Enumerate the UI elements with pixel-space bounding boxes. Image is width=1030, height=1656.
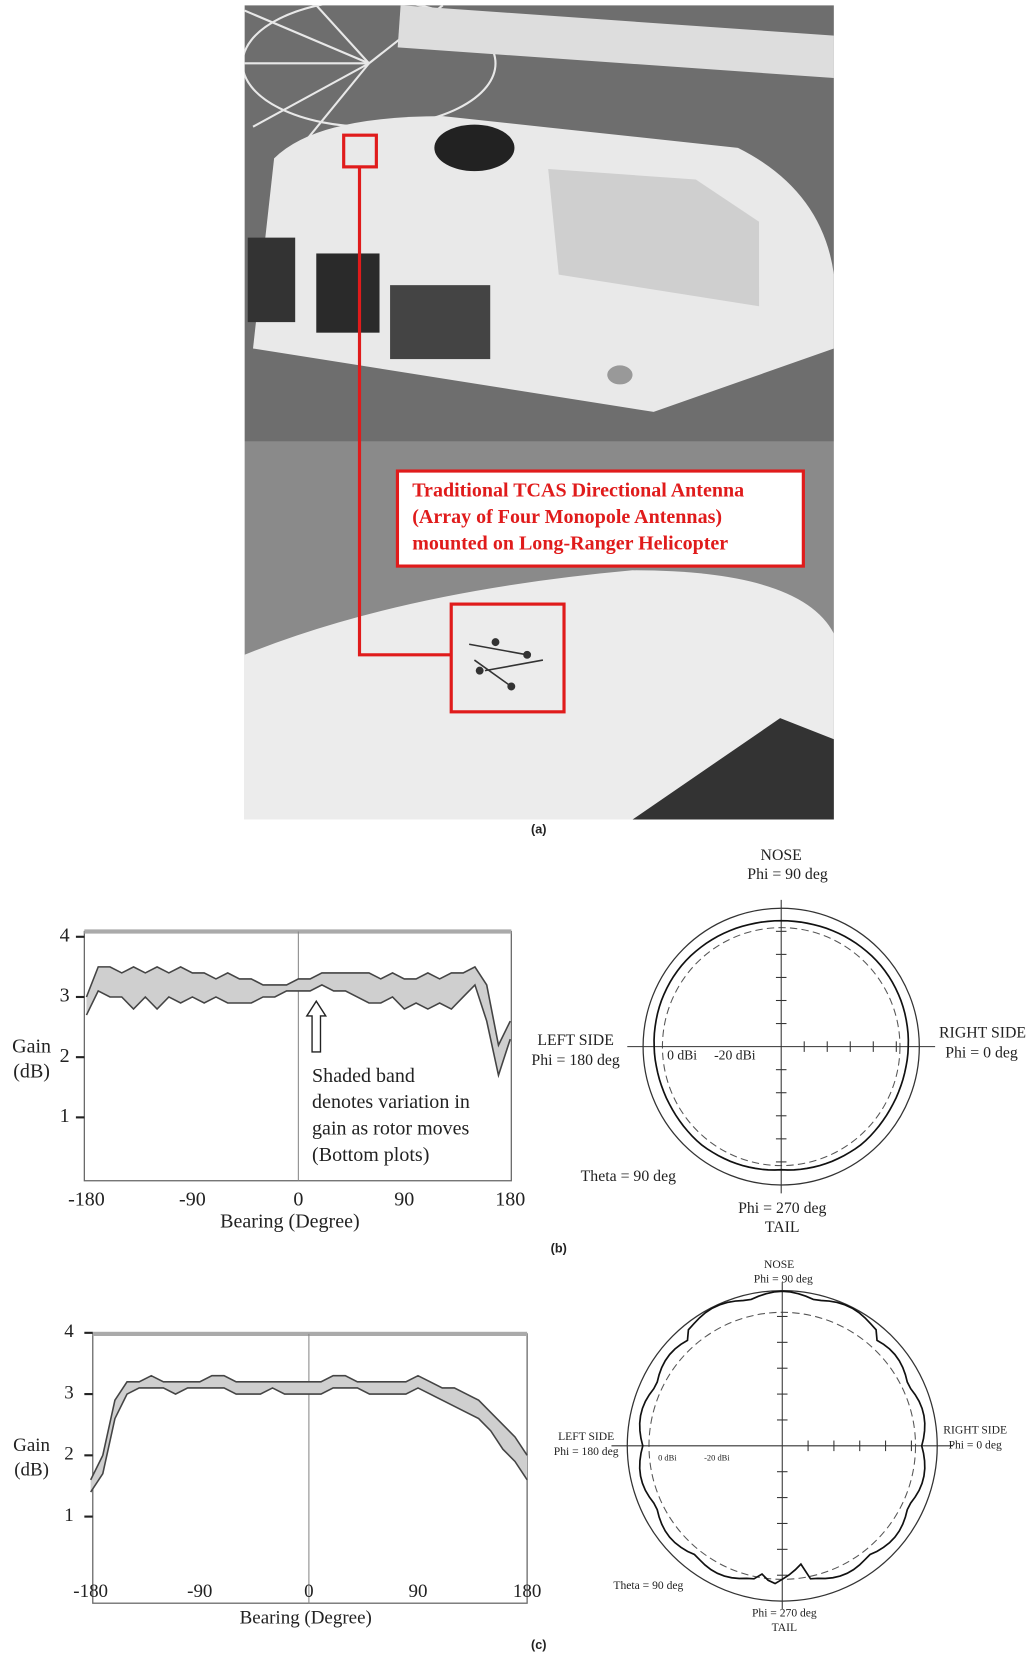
gain-band-fill — [90, 1375, 528, 1493]
caption: (b) — [551, 1242, 567, 1256]
x-tick-label: 0 — [304, 1581, 313, 1602]
polar-label: -20 dBi — [714, 1047, 756, 1062]
y-tick-label: 2 — [64, 1444, 73, 1465]
callout — [342, 133, 805, 714]
polar-label: Phi = 180 deg — [554, 1445, 619, 1458]
x-tick-label: 0 — [293, 1188, 303, 1210]
x-tick-label: 90 — [409, 1581, 428, 1602]
polar-pattern — [653, 919, 910, 1171]
y-tick-label: 4 — [60, 924, 70, 946]
y-axis-label: Gain — [12, 1035, 51, 1057]
x-tick-label: -180 — [68, 1188, 105, 1210]
polar-label: 0 dBi — [658, 1452, 677, 1462]
polar-label: Theta = 90 deg — [613, 1579, 683, 1592]
callout-text: mounted on Long-Ranger Helicopter — [412, 533, 728, 555]
polar-label: Theta = 90 deg — [581, 1168, 676, 1185]
helicopter-photo — [244, 5, 834, 820]
y-tick-label: 2 — [60, 1045, 70, 1067]
polar-label: RIGHT SIDE — [943, 1424, 1007, 1437]
annotation: (Bottom plots) — [312, 1144, 429, 1166]
y-tick-label: 4 — [64, 1321, 74, 1342]
polar-label: 0 dBi — [667, 1047, 697, 1062]
caption: (c) — [531, 1638, 546, 1652]
polar-label: Phi = 90 deg — [747, 866, 828, 883]
polar-label: Phi = 0 deg — [949, 1438, 1002, 1451]
callout-text: (Array of Four Monopole Antennas) — [412, 506, 722, 528]
x-axis-label: Bearing (Degree) — [240, 1607, 372, 1628]
polar-label: RIGHT SIDE — [939, 1025, 1026, 1042]
polar-label: Phi = 270 deg — [738, 1200, 826, 1217]
y-tick-label: 1 — [60, 1105, 70, 1127]
polar-label: Phi = 90 deg — [754, 1273, 813, 1286]
annotation: Shaded band — [312, 1065, 415, 1087]
y-axis-label: (dB) — [14, 1460, 49, 1481]
gain-band-edge — [90, 1387, 528, 1493]
polar-pattern — [638, 1290, 926, 1585]
x-tick-label: -90 — [187, 1581, 212, 1602]
y-axis-label: (dB) — [13, 1061, 50, 1083]
gain-band-edge — [85, 983, 512, 1079]
annotation: gain as rotor moves — [312, 1118, 469, 1140]
y-tick-label: 3 — [64, 1382, 73, 1403]
callout-text: Traditional TCAS Directional Antenna — [412, 480, 744, 502]
polar-label: NOSE — [761, 847, 802, 864]
plot-top-border — [84, 929, 512, 934]
plot-frame — [83, 930, 512, 1182]
x-tick-label: 180 — [495, 1188, 525, 1210]
x-tick-label: 90 — [394, 1188, 414, 1210]
polar-label: Phi = 270 deg — [752, 1606, 817, 1619]
polar-label: Phi = 180 deg — [531, 1052, 619, 1069]
polar-label: Phi = 0 deg — [945, 1045, 1018, 1062]
x-tick-label: -180 — [73, 1581, 108, 1602]
y-tick-label: 3 — [60, 985, 70, 1007]
y-tick-label: 1 — [64, 1505, 73, 1526]
polar-label: LEFT SIDE — [537, 1032, 614, 1049]
caption: (a) — [531, 822, 546, 836]
gain-band-fill — [86, 966, 511, 1076]
annotation-arrow — [305, 999, 328, 1053]
polar-label: -20 dBi — [704, 1452, 730, 1462]
polar-label: NOSE — [764, 1258, 794, 1271]
annotation: denotes variation in — [312, 1091, 470, 1113]
polar-label: LEFT SIDE — [558, 1430, 614, 1443]
gain-band-edge — [89, 1374, 528, 1481]
plot-top-border — [92, 1331, 528, 1336]
x-tick-label: -90 — [179, 1188, 206, 1210]
gain-band-edge — [85, 965, 511, 1048]
plot-frame — [92, 1333, 528, 1604]
y-axis-label: Gain — [13, 1435, 50, 1456]
x-axis-label: Bearing (Degree) — [220, 1211, 359, 1233]
polar-label: TAIL — [765, 1219, 800, 1236]
polar-label: TAIL — [772, 1621, 797, 1634]
x-tick-label: 180 — [513, 1581, 541, 1602]
